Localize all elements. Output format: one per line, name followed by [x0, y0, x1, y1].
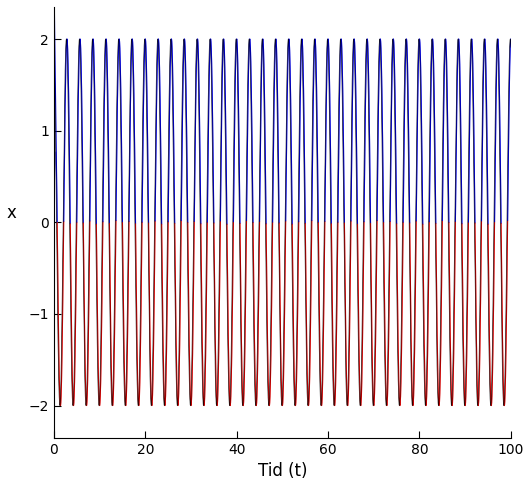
X-axis label: Tid (t): Tid (t) — [258, 462, 307, 480]
Y-axis label: x: x — [7, 204, 17, 222]
